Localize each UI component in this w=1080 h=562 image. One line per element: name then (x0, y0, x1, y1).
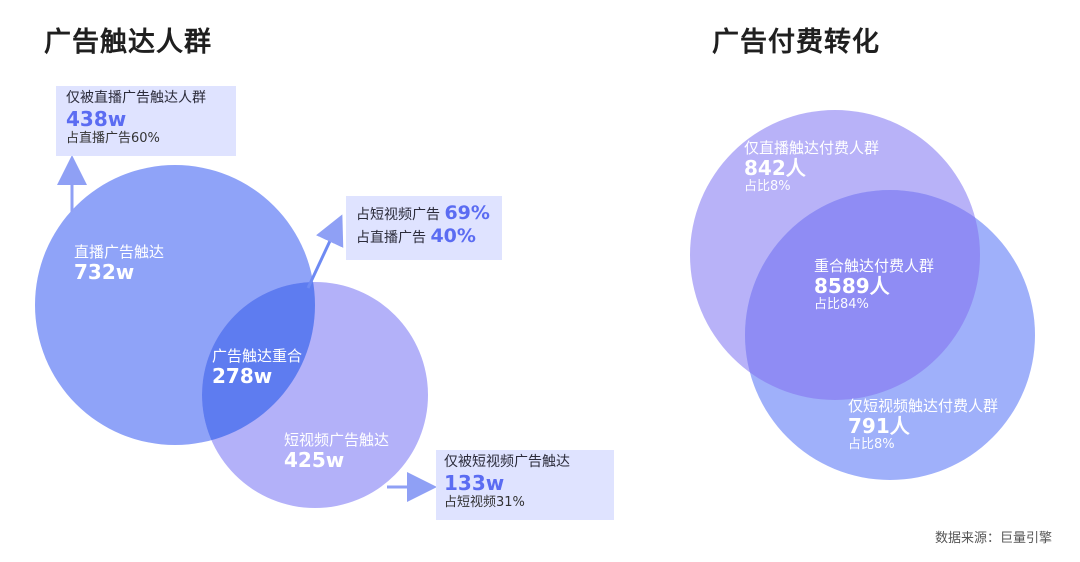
callout-short-only: 仅被短视频广告触达 133w 占短视频31% (436, 450, 614, 520)
live-only-share: 占直播广告60% (66, 130, 160, 146)
overlap-paid-value: 8589人 (814, 274, 890, 299)
paid-overlap-region (745, 190, 980, 400)
short-only-label: 仅被短视频广告触达 (444, 454, 570, 470)
overlap-share-short-pct: 69% (444, 202, 490, 224)
short-video-label: 短视频广告触达 (284, 431, 390, 449)
arrow-overlap-share (306, 214, 344, 289)
callout-live-only: 仅被直播广告触达人群 438w 占直播广告60% (56, 86, 236, 156)
overlap-share-live-pct: 40% (430, 224, 476, 247)
live-only-label: 仅被直播广告触达人群 (66, 90, 206, 106)
overlap-paid-label: 重合触达付费人群 (814, 257, 935, 275)
data-source: 数据来源：巨量引擎 (934, 531, 1052, 546)
label-overlap-paid: 重合触达付费人群 8589人 占比84% (814, 257, 935, 313)
short-paid-label: 仅短视频触达付费人群 (848, 397, 999, 415)
label-live-paid: 仅直播触达付费人群 842人 占比8% (744, 139, 880, 195)
overlap-label: 广告触达重合 (212, 347, 303, 365)
label-short-video: 短视频广告触达 425w (284, 431, 390, 473)
overlap-paid-share: 占比84% (814, 297, 869, 313)
short-paid-value: 791人 (848, 414, 910, 439)
live-value: 732w (74, 260, 135, 285)
overlap-share-row-short: 占短视频广告 69% (356, 202, 492, 225)
short-only-share: 占短视频31% (444, 494, 525, 510)
live-label: 直播广告触达 (74, 243, 165, 261)
live-only-value: 438w (66, 106, 127, 131)
callout-overlap-share: 占短视频广告 69% 占直播广告 40% (346, 196, 502, 260)
right-panel-title: 广告付费转化 (712, 27, 880, 58)
live-paid-value: 842人 (744, 156, 806, 181)
live-paid-label: 仅直播触达付费人群 (744, 139, 880, 157)
overlap-region (202, 282, 315, 445)
short-only-value: 133w (444, 470, 505, 495)
overlap-share-short-label: 占短视频广告 (356, 207, 440, 223)
short-video-value: 425w (284, 448, 345, 473)
short-paid-share: 占比8% (848, 437, 895, 453)
label-overlap: 广告触达重合 278w (212, 347, 303, 389)
overlap-share-live-label: 占直播广告 (356, 229, 426, 246)
overlap-share-row-live: 占直播广告 40% (356, 225, 492, 248)
left-panel-title: 广告触达人群 (44, 27, 212, 58)
live-paid-share: 占比8% (744, 179, 791, 195)
label-short-paid: 仅短视频触达付费人群 791人 占比8% (848, 397, 999, 453)
label-live: 直播广告触达 732w (74, 243, 165, 285)
overlap-value: 278w (212, 364, 273, 389)
